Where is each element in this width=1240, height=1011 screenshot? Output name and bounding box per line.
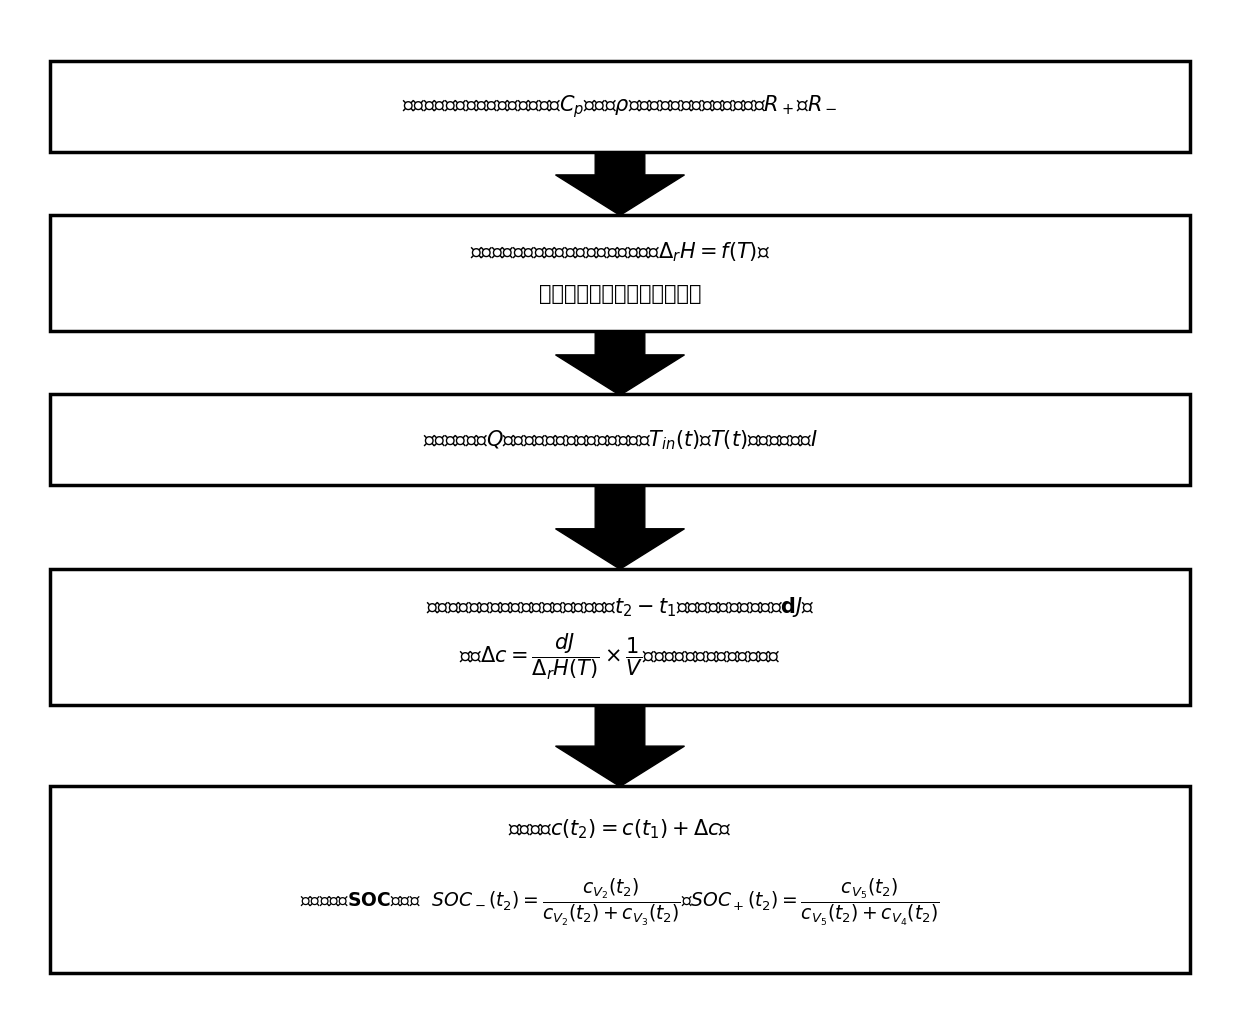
Text: 离线实验测量正负极电解液比热容$C_p$和密度$\rho$，测量正极和负极单电池内阻$R_+$和$R_-$: 离线实验测量正负极电解液比热容$C_p$和密度$\rho$，测量正极和负极单电池… [402,93,838,119]
Bar [50,215,1190,332]
Text: 根据能量守恒方程，实时计算采样时间内$t_2 - t_1$正负极反应的热量变化d$J$；: 根据能量守恒方程，实时计算采样时间内$t_2 - t_1$正负极反应的热量变化d… [425,594,815,619]
Text: 计算正负极SOC状态：  $SOC_-(t_2) = \dfrac{c_{V_2}(t_2)}{c_{V_2}(t_2)+c_{V_3}(t_2)}$，$SOC: 计算正负极SOC状态： $SOC_-(t_2) = \dfrac{c_{V_2}… [300,877,940,927]
Polygon shape [556,485,684,569]
Text: 构建电堆正负极能量守恒方程: 构建电堆正负极能量守恒方程 [538,284,702,304]
Polygon shape [556,152,684,215]
Polygon shape [556,706,684,787]
Text: 离线实验测量不同温度下正负极反应焓变$\Delta_r H = f(T)$；: 离线实验测量不同温度下正负极反应焓变$\Delta_r H = f(T)$； [470,241,770,264]
Polygon shape [556,332,684,395]
Bar [50,787,1190,973]
Text: 基于$\Delta c = \dfrac{dJ}{\Delta_r H(T)} \times \dfrac{1}{V}$计算正负极反应浓度变化量；: 基于$\Delta c = \dfrac{dJ}{\Delta_r H(T)} … [459,632,781,682]
Text: 实时计算$c(t_2) = c(t_1) + \Delta c$；: 实时计算$c(t_2) = c(t_1) + \Delta c$； [508,817,732,841]
Bar [50,61,1190,152]
Text: 在线测量流量$Q$、电堆正负极电解液进出口温度$T_{in}(t)$和$T(t)$、充放电电流$I$: 在线测量流量$Q$、电堆正负极电解液进出口温度$T_{in}(t)$和$T(t)… [423,428,817,452]
Bar [50,568,1190,706]
Bar [50,394,1190,485]
